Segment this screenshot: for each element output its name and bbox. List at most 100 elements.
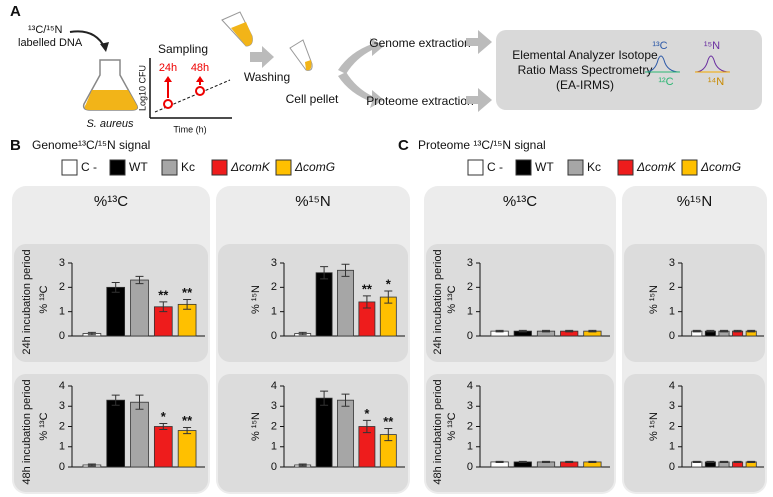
legend-label: WT: [535, 160, 554, 174]
proteome-extraction: Proteome extraction: [366, 94, 473, 108]
y-tick-label: 1: [669, 306, 675, 318]
sample-point: [195, 86, 205, 96]
error-bar: [495, 329, 504, 333]
column-header: %¹⁵N: [295, 193, 330, 210]
y-tick-label: 1: [271, 306, 277, 318]
error-bar: [135, 394, 144, 410]
row-box: [624, 244, 765, 362]
error-bar: [87, 331, 96, 336]
significance: **: [182, 413, 193, 428]
arrow: [466, 30, 492, 54]
error-bar: [87, 463, 96, 467]
instrument-box: [496, 30, 762, 110]
arrow: [338, 72, 384, 108]
y-tick-label: 3: [669, 257, 675, 269]
significance: **: [182, 285, 193, 300]
y-axis-label: % ¹⁵N: [250, 412, 262, 441]
error-bar: [159, 301, 168, 313]
cell-pellet: Cell pellet: [286, 92, 339, 106]
y-tick-label: 2: [669, 281, 675, 293]
error-bar: [733, 460, 742, 464]
y-axis-label: % ¹⁵N: [648, 285, 660, 314]
timepoint: 24h: [159, 62, 177, 74]
column-header: %¹⁵N: [677, 193, 712, 210]
row-box: [218, 244, 408, 362]
error-bar: [298, 463, 307, 467]
legend-label: ΔcomK: [230, 160, 271, 174]
y-tick-label: 0: [59, 461, 65, 473]
y-axis-label: % ¹³C: [38, 285, 50, 313]
legend-swatch: [467, 159, 484, 176]
y-tick-label: 3: [467, 400, 473, 412]
legend-label: C -: [487, 160, 503, 174]
y-tick-label: 4: [59, 380, 65, 392]
legend-swatch: [161, 159, 178, 176]
bar: [130, 279, 149, 337]
y-tick-label: 4: [271, 380, 277, 392]
isotope: ¹⁵N: [704, 40, 720, 52]
y-tick-label: 1: [467, 441, 473, 453]
x-axis-label: Time (h): [173, 124, 206, 134]
legend-label: Kc: [587, 160, 601, 174]
row-label: 48h incubation period: [432, 379, 444, 484]
legend-label: ΔcomK: [636, 160, 677, 174]
y-tick-label: 2: [271, 281, 277, 293]
error-bar: [692, 329, 701, 333]
y-tick-label: 3: [467, 257, 473, 269]
y-tick-label: 3: [271, 257, 277, 269]
pellet: [305, 60, 312, 71]
panel-title: Genome¹³C/¹⁵N signal: [32, 138, 150, 152]
y-axis-label: % ¹³C: [38, 412, 50, 440]
y-tick-label: 3: [271, 400, 277, 412]
legend-swatch: [61, 159, 78, 176]
y-tick-label: 0: [59, 330, 65, 342]
row-box: [624, 374, 765, 492]
bar: [337, 269, 354, 337]
error-bar: [588, 329, 597, 333]
y-tick-label: 4: [669, 380, 675, 392]
error-bar: [733, 329, 742, 333]
error-bar: [111, 394, 120, 406]
error-bar: [320, 266, 329, 280]
sampling: Sampling: [158, 42, 208, 56]
legend-swatch: [275, 159, 292, 176]
growth-line: [154, 79, 231, 113]
y-axis-label: % ¹³C: [446, 412, 458, 440]
error-bar: [692, 460, 701, 464]
error-bar: [362, 295, 371, 309]
bar: [315, 397, 333, 468]
genome-extraction: Genome extraction: [369, 36, 470, 50]
error-bar: [747, 460, 756, 464]
bar: [130, 401, 149, 468]
dna-label: ¹³C/¹⁵N: [28, 24, 63, 36]
timepoint: 48h: [191, 62, 209, 74]
significance: **: [362, 281, 373, 296]
error-bar: [183, 299, 192, 310]
error-bar: [747, 329, 756, 333]
error-bar: [706, 329, 715, 333]
column-header: %¹³C: [94, 193, 128, 210]
peak: [644, 55, 681, 73]
legend-label: ΔcomG: [294, 160, 335, 174]
error-bar: [135, 275, 144, 285]
significance: *: [386, 276, 392, 291]
error-bar: [341, 263, 350, 277]
y-tick-label: 1: [467, 306, 473, 318]
error-bar: [384, 428, 393, 442]
error-bar: [706, 460, 715, 464]
significance: *: [364, 406, 370, 421]
error-bar: [565, 329, 574, 333]
washing: Washing: [244, 70, 290, 84]
error-bar: [518, 329, 527, 333]
error-bar: [111, 281, 120, 293]
row-box: [218, 374, 408, 492]
panel-label: A: [10, 3, 21, 20]
dna-label: labelled DNA: [18, 37, 83, 49]
error-bar: [384, 290, 393, 304]
error-bar: [542, 329, 550, 333]
tube-liquid: [231, 22, 253, 46]
error-bar: [183, 427, 192, 435]
isotope: ¹³C: [652, 40, 667, 52]
y-axis-label: Log10 CFU: [137, 65, 147, 111]
